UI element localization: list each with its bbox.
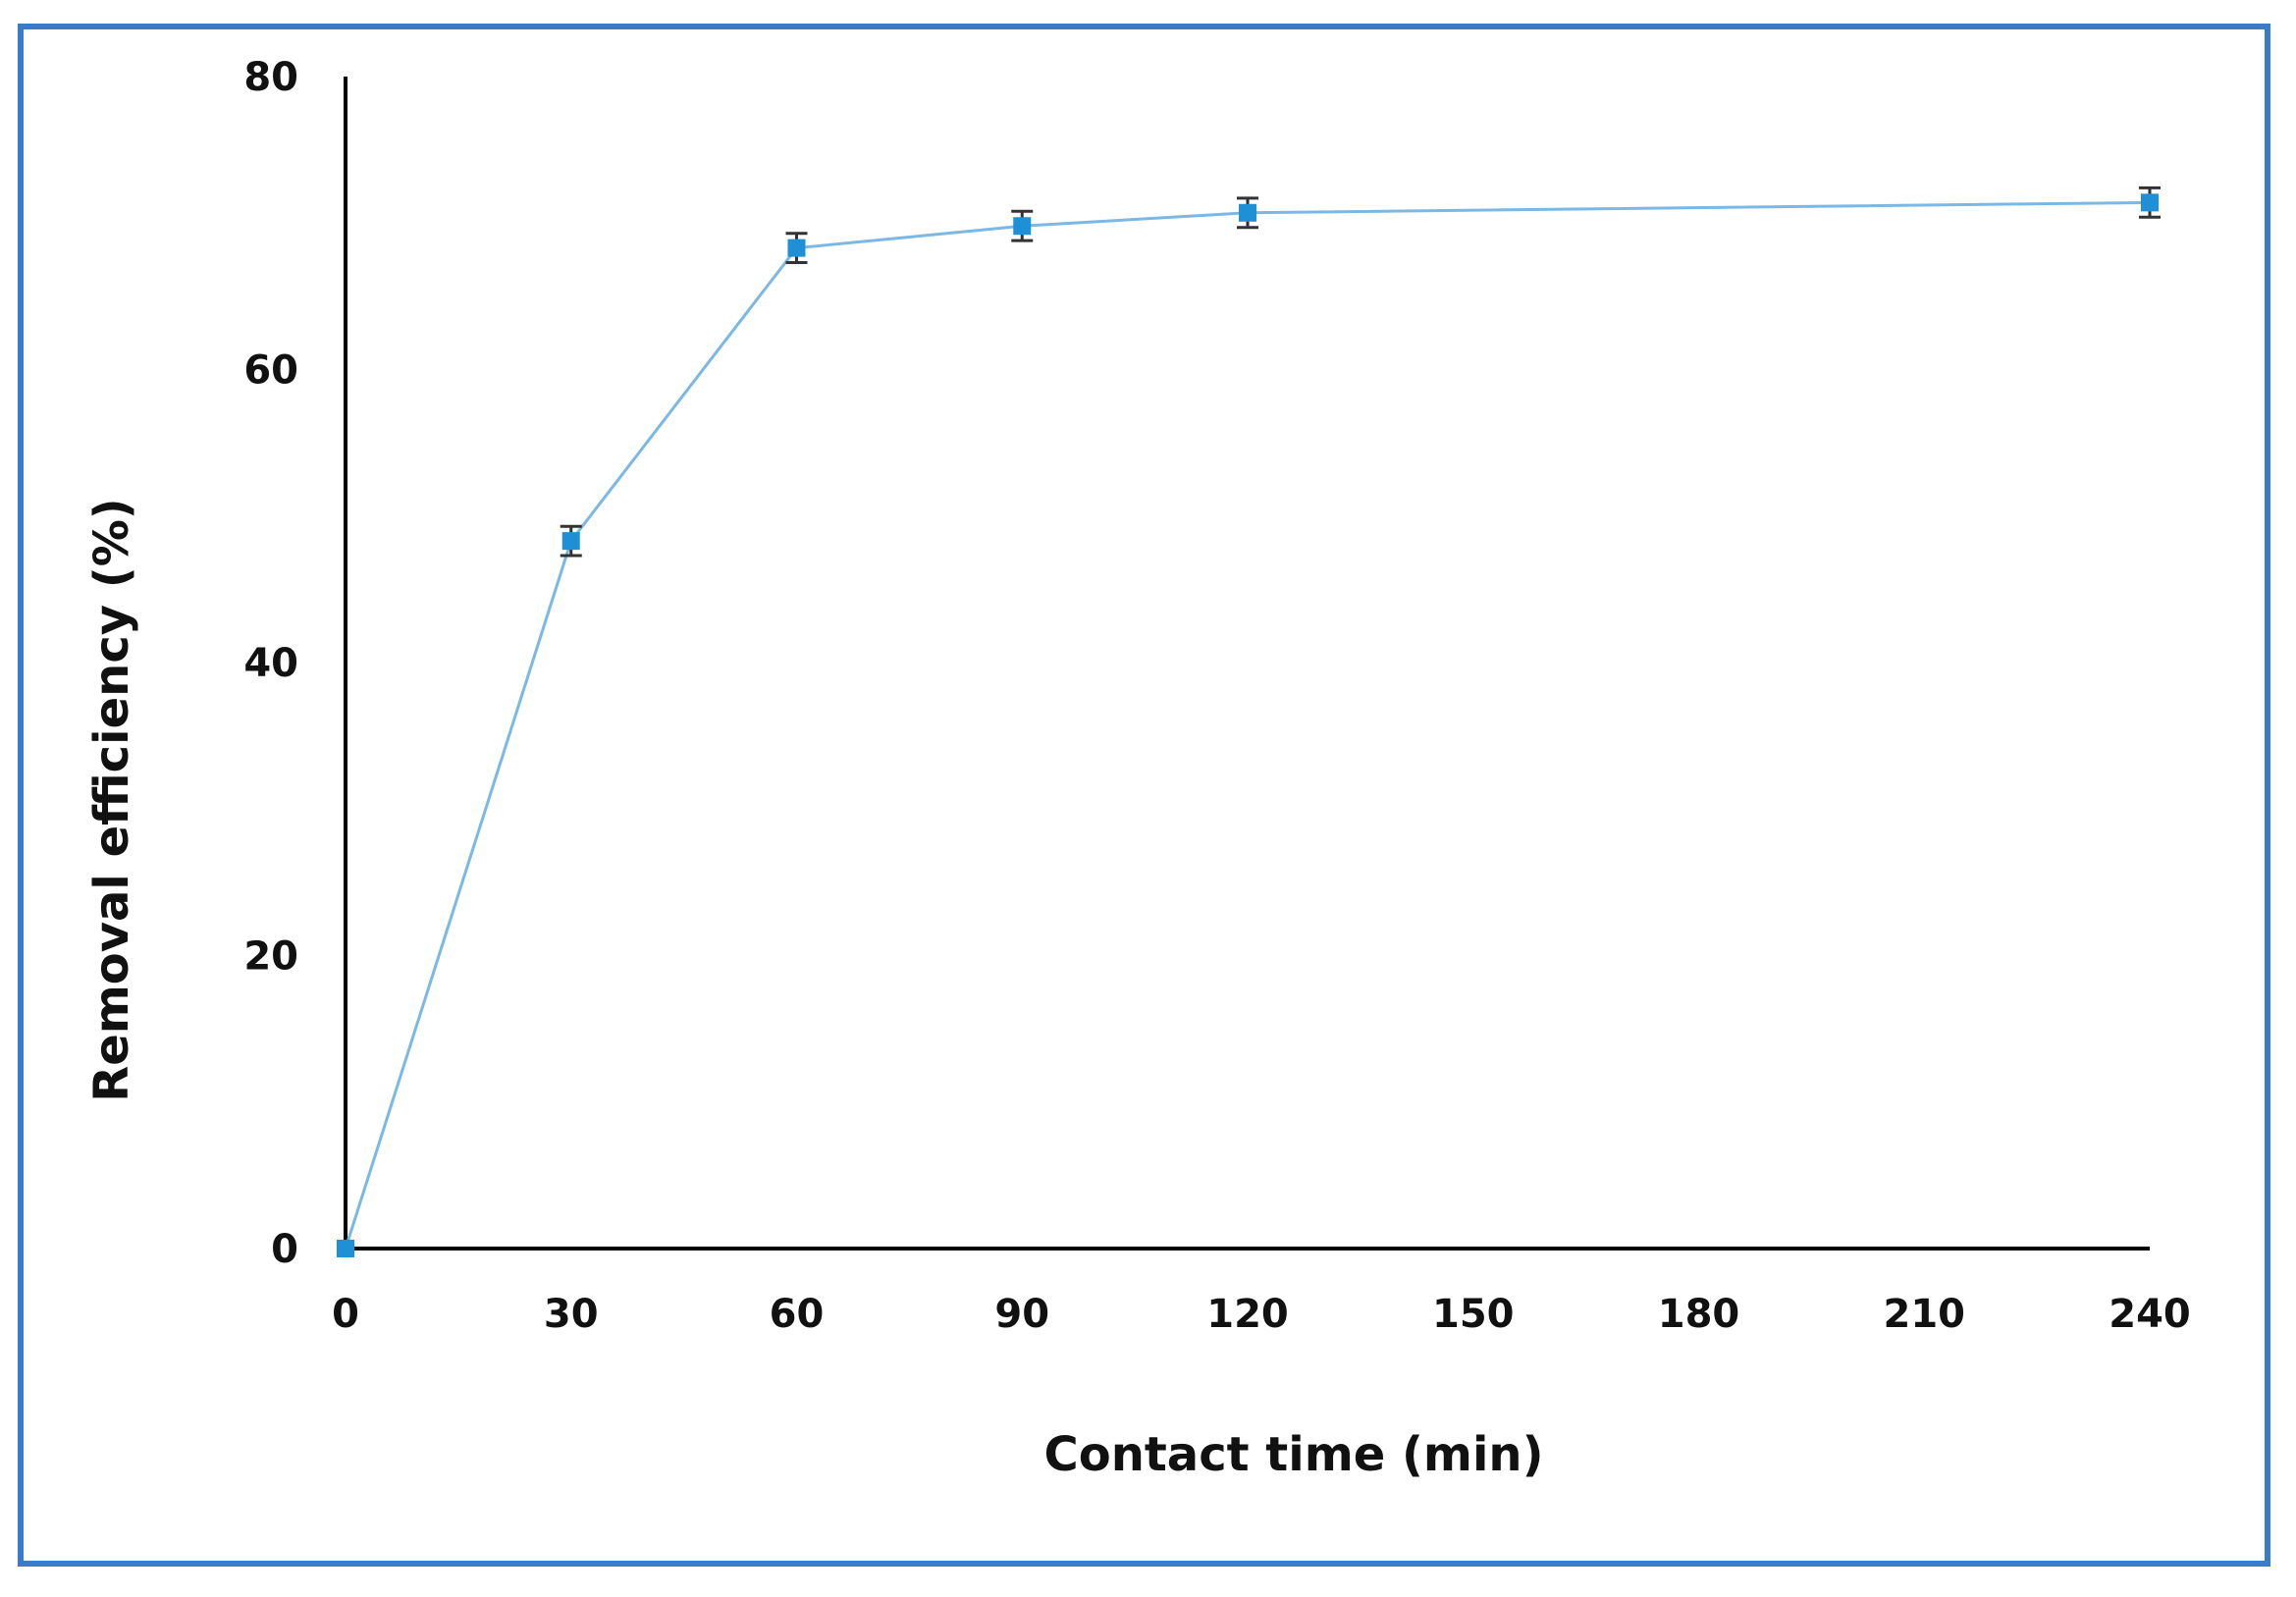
x-tick-label: 210 (1884, 1292, 1966, 1337)
series-line (344, 200, 2151, 1250)
y-tick-label: 80 (243, 55, 298, 100)
data-point (1239, 203, 1256, 222)
series-group (337, 186, 2161, 1257)
chart-frame (18, 24, 2270, 1567)
data-point (2141, 193, 2159, 212)
x-tick-label: 30 (544, 1292, 599, 1337)
x-tick-label: 90 (994, 1292, 1049, 1337)
y-tick-label: 60 (243, 348, 298, 394)
y-axis-title: Removal efficiency (%) (84, 498, 139, 1102)
y-tick-label: 20 (243, 934, 298, 980)
data-point (337, 1240, 354, 1257)
y-axis-ticks: 0 20 40 60 80 (243, 55, 298, 1272)
data-point (787, 239, 806, 257)
x-axis-ticks: 0 30 60 90 120 150 180 210 240 (332, 1292, 2191, 1337)
data-point (561, 532, 580, 551)
y-tick-label: 40 (243, 641, 298, 686)
x-tick-label: 60 (770, 1292, 825, 1337)
data-point (1013, 217, 1032, 236)
x-tick-label: 240 (2109, 1292, 2191, 1337)
x-tick-label: 0 (332, 1292, 359, 1337)
x-axis-title: Contact time (min) (1043, 1427, 1543, 1482)
x-tick-label: 180 (1658, 1292, 1740, 1337)
x-tick-label: 150 (1432, 1292, 1515, 1337)
y-tick-label: 0 (271, 1227, 298, 1272)
x-tick-label: 120 (1206, 1292, 1289, 1337)
